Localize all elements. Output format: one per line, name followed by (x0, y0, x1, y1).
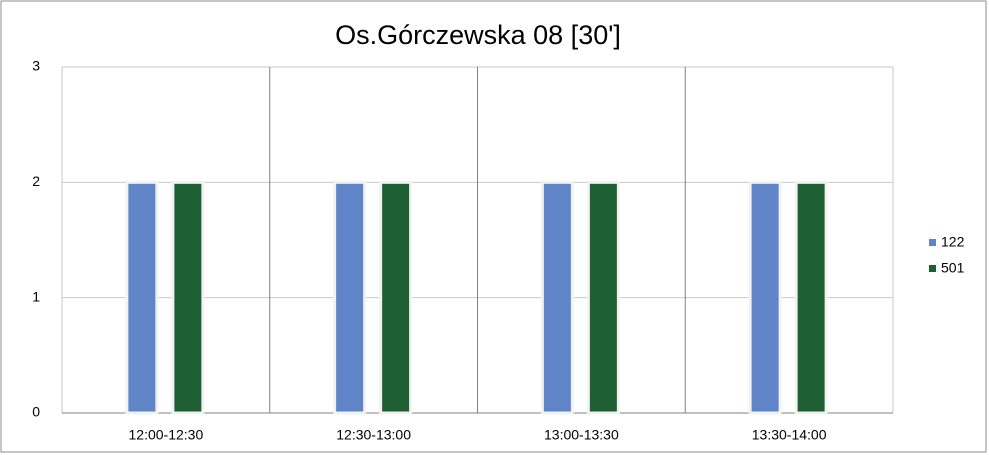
x-tick-label: 12:00-12:30 (129, 427, 204, 443)
legend-label: 122 (941, 234, 965, 250)
bar (125, 180, 159, 415)
bar (171, 180, 205, 415)
bar (333, 180, 367, 415)
x-tick-label: 13:30-14:00 (752, 427, 827, 443)
bar (379, 180, 413, 415)
chart-title: Os.Górczewska 08 [30'] (335, 20, 621, 50)
bar (540, 180, 574, 415)
bar (748, 180, 782, 415)
y-tick-label: 0 (32, 404, 40, 420)
legend-swatch (929, 239, 936, 246)
bar (586, 180, 620, 415)
legend-label: 501 (941, 260, 965, 276)
x-tick-label: 12:30-13:00 (336, 427, 411, 443)
bar (794, 180, 828, 415)
x-tick-label: 13:00-13:30 (544, 427, 619, 443)
y-tick-label: 3 (32, 58, 40, 74)
legend-swatch (929, 265, 936, 272)
y-tick-label: 1 (32, 288, 40, 304)
y-tick-label: 2 (32, 173, 40, 189)
